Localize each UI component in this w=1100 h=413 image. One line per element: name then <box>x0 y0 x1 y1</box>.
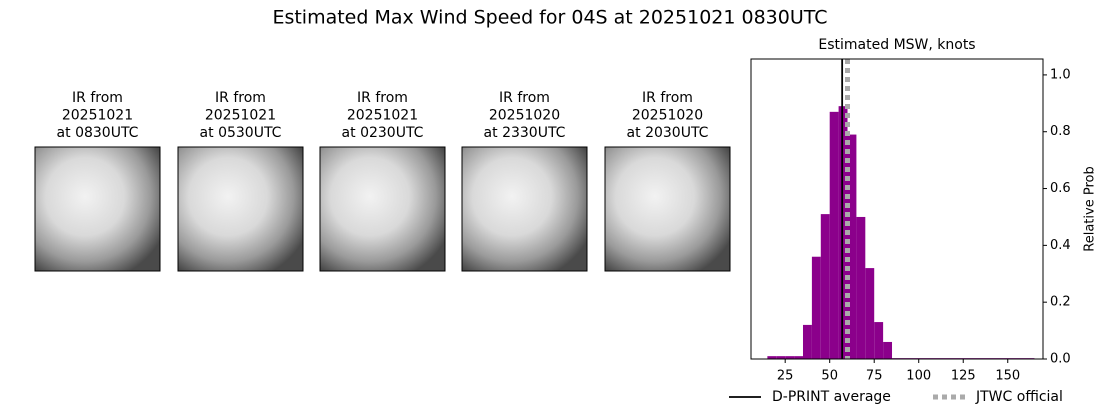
figure-title: Estimated Max Wind Speed for 04S at 2025… <box>272 7 827 29</box>
panel-label: at 0830UTC <box>57 125 139 141</box>
y-tick-label: 0.6 <box>1050 181 1071 196</box>
histogram-bar <box>820 214 830 359</box>
y-axis-label: Relative Prob <box>1083 166 1098 251</box>
panel-label: 20251021 <box>62 108 133 124</box>
ir-image <box>177 146 304 272</box>
ir-image <box>461 146 588 272</box>
histogram-bar <box>767 356 777 359</box>
histogram-bar <box>802 324 812 359</box>
y-tick-label: 0.0 <box>1050 352 1071 367</box>
panel-label: at 2330UTC <box>484 125 566 141</box>
chart-title: Estimated MSW, knots <box>818 37 975 53</box>
x-tick-label: 150 <box>995 369 1020 384</box>
panel-label: IR from <box>357 90 408 106</box>
y-tick-label: 0.8 <box>1050 124 1071 139</box>
histogram-bar <box>874 322 884 359</box>
histogram-bar <box>785 356 795 359</box>
histogram-bar <box>847 134 857 359</box>
histogram-bar <box>883 341 893 359</box>
panel-label: 20251021 <box>347 108 418 124</box>
y-tick-label: 1.0 <box>1050 67 1071 82</box>
y-tick-label: 0.2 <box>1050 295 1071 310</box>
histogram-bar <box>811 256 821 359</box>
histogram-bar <box>776 356 786 359</box>
panel-label: 20251020 <box>632 108 703 124</box>
panel-label: at 0530UTC <box>200 125 282 141</box>
x-tick-label: 125 <box>951 369 976 384</box>
ir-image <box>604 146 731 272</box>
panel-label: IR from <box>215 90 266 106</box>
histogram-bar <box>865 268 875 359</box>
legend-label: D-PRINT average <box>772 389 891 405</box>
panel-label: 20251020 <box>489 108 560 124</box>
legend-label: JTWC official <box>975 389 1063 405</box>
histogram-bar <box>856 216 866 359</box>
ir-image <box>319 146 446 272</box>
panel-label: at 0230UTC <box>342 125 424 141</box>
histogram-bar <box>829 111 839 359</box>
panel-label: IR from <box>72 90 123 106</box>
x-tick-label: 75 <box>866 369 883 384</box>
histogram-bar <box>794 356 803 359</box>
ir-image <box>34 146 161 272</box>
y-tick-label: 0.4 <box>1050 238 1071 253</box>
x-tick-label: 25 <box>777 369 794 384</box>
panel-label: IR from <box>642 90 693 106</box>
panel-label: 20251021 <box>205 108 276 124</box>
x-tick-label: 100 <box>906 369 931 384</box>
x-tick-label: 50 <box>821 369 838 384</box>
panel-label: IR from <box>499 90 550 106</box>
plot-frame <box>750 58 1044 360</box>
panel-label: at 2030UTC <box>627 125 709 141</box>
